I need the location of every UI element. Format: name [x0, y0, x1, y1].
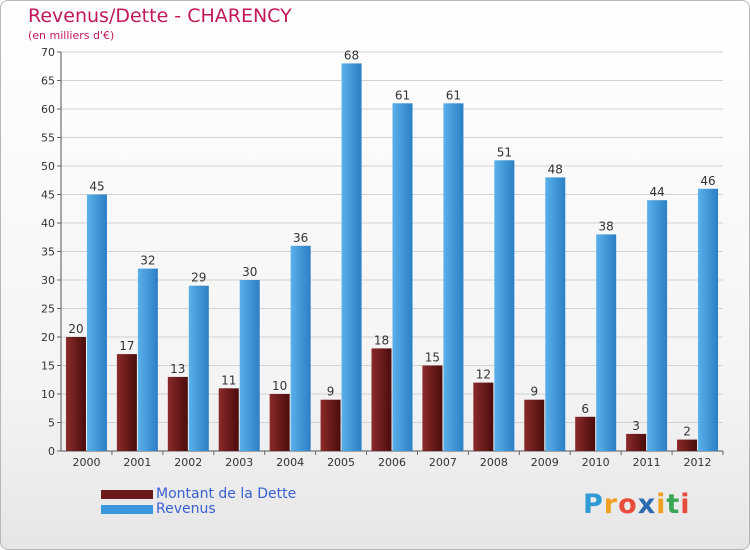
data-label-debt: 17 [119, 339, 134, 353]
legend-swatch-revenue [101, 505, 153, 514]
x-tick-label: 2005 [327, 456, 355, 469]
bar-revenue [341, 63, 362, 452]
x-tick-label: 2001 [123, 456, 151, 469]
bar-debt [473, 382, 494, 451]
legend-label-debt: Montant de la Dette [156, 486, 297, 502]
data-label-revenue: 48 [548, 162, 563, 176]
x-tick-label: 2000 [72, 456, 100, 469]
y-tick-label: 35 [41, 246, 55, 259]
y-tick-label: 70 [41, 46, 55, 59]
x-tick-label: 2003 [225, 456, 253, 469]
bar-revenue [137, 268, 158, 451]
bar-debt [320, 399, 341, 451]
bar-debt [677, 439, 698, 451]
data-label-revenue: 61 [446, 88, 461, 102]
y-tick-label: 20 [41, 331, 55, 344]
x-tick-label: 2012 [684, 456, 712, 469]
logo-letter: i [656, 489, 667, 520]
x-tick-label: 2002 [174, 456, 202, 469]
data-label-revenue: 44 [649, 185, 664, 199]
bar-debt [65, 337, 86, 451]
x-tick-label: 2011 [633, 456, 661, 469]
bar-revenue [188, 285, 209, 451]
data-label-debt: 10 [272, 379, 287, 393]
bar-debt [167, 376, 188, 451]
data-label-debt: 13 [170, 362, 185, 376]
y-tick-label: 45 [41, 189, 55, 202]
bar-revenue [443, 103, 464, 452]
logo-letter: x [637, 489, 657, 520]
bar-revenue [698, 188, 719, 452]
data-label-debt: 9 [327, 385, 335, 399]
x-tick-label: 2010 [582, 456, 610, 469]
bar-revenue [545, 177, 566, 451]
logo-letter: t [666, 489, 681, 520]
y-tick-label: 15 [41, 360, 55, 373]
bar-debt [524, 399, 545, 451]
bar-debt [422, 365, 443, 451]
logo-letter: r [603, 489, 619, 520]
y-tick-label: 5 [48, 417, 55, 430]
data-label-revenue: 51 [497, 145, 512, 159]
x-tick-label: 2007 [429, 456, 457, 469]
data-label-debt: 6 [581, 402, 589, 416]
proxiti-logo: Proxiti [583, 489, 691, 520]
x-tick-label: 2004 [276, 456, 304, 469]
bar-debt [269, 394, 290, 451]
data-label-debt: 18 [374, 333, 389, 347]
y-tick-label: 10 [41, 388, 55, 401]
y-tick-label: 30 [41, 274, 55, 287]
data-label-revenue: 68 [344, 48, 359, 62]
logo-letter: o [618, 489, 638, 520]
bar-debt [371, 348, 392, 451]
bar-debt [116, 354, 137, 451]
bar-revenue [239, 280, 260, 451]
bar-debt [626, 433, 647, 451]
legend-swatch-debt [101, 490, 153, 499]
data-label-revenue: 30 [242, 265, 257, 279]
data-label-debt: 15 [425, 351, 440, 365]
data-label-revenue: 46 [700, 174, 715, 188]
logo-letter: P [583, 489, 604, 520]
logo-letter: i [680, 489, 691, 520]
legend-label-revenue: Revenus [156, 501, 216, 517]
data-label-debt: 3 [632, 419, 640, 433]
bar-revenue [647, 200, 668, 451]
bar-revenue [290, 245, 311, 451]
bar-debt [218, 388, 239, 451]
x-tick-label: 2009 [531, 456, 559, 469]
data-label-debt: 12 [476, 368, 491, 382]
bar-debt [575, 416, 596, 451]
bar-revenue [86, 194, 107, 451]
bar-revenue [494, 160, 515, 452]
bar-revenue [596, 234, 617, 451]
chart-title: Revenus/Dette - CHARENCY [28, 5, 292, 27]
data-label-debt: 20 [68, 322, 83, 336]
data-label-debt: 9 [530, 385, 538, 399]
data-label-revenue: 32 [140, 254, 155, 268]
y-tick-label: 55 [41, 132, 55, 145]
data-label-revenue: 38 [599, 219, 614, 233]
x-tick-label: 2008 [480, 456, 508, 469]
bar-revenue [392, 103, 413, 452]
y-tick-label: 65 [41, 75, 55, 88]
data-label-debt: 11 [221, 373, 236, 387]
y-tick-label: 50 [41, 160, 55, 173]
data-label-revenue: 61 [395, 88, 410, 102]
chart-subtitle: (en milliers d'€) [28, 29, 115, 42]
y-tick-label: 25 [41, 303, 55, 316]
y-tick-label: 0 [48, 445, 55, 458]
x-tick-label: 2006 [378, 456, 406, 469]
data-label-revenue: 29 [191, 271, 206, 285]
y-tick-label: 60 [41, 103, 55, 116]
data-label-revenue: 36 [293, 231, 308, 245]
data-label-debt: 2 [683, 425, 691, 439]
y-tick-label: 40 [41, 217, 55, 230]
data-label-revenue: 45 [89, 180, 104, 194]
